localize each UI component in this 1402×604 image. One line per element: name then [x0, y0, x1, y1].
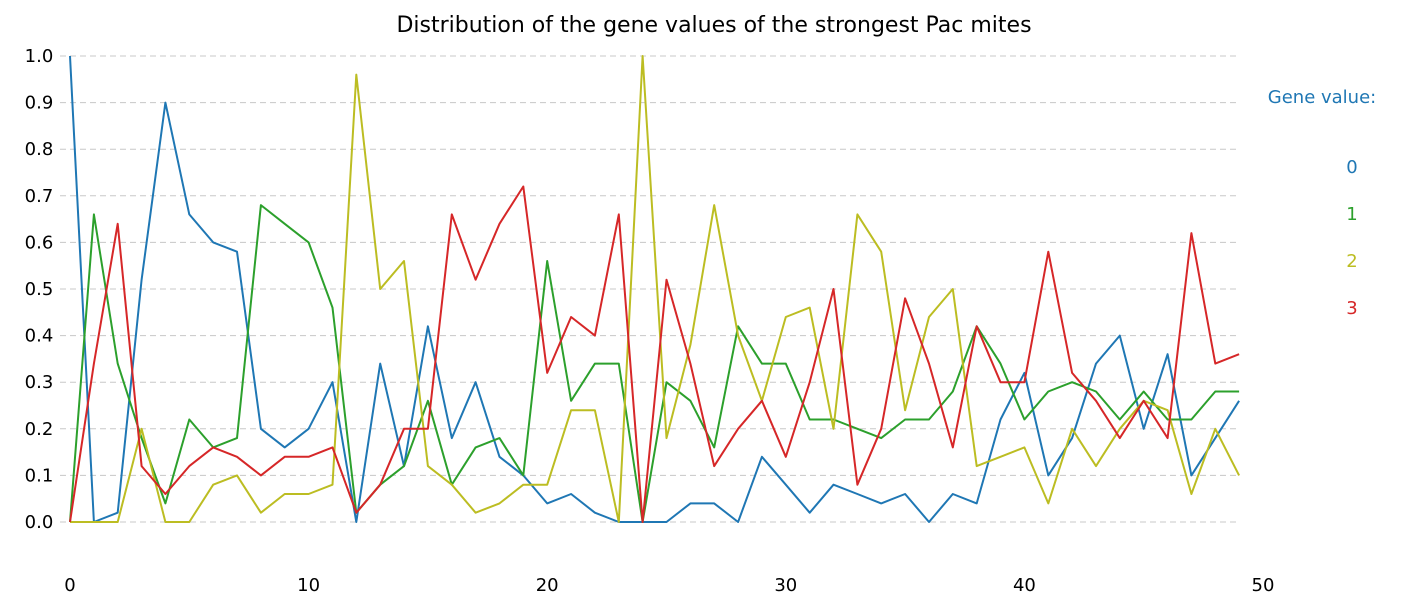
y-tick-label: 1.0 [25, 46, 54, 67]
y-tick-label: 0.9 [25, 93, 54, 114]
legend-entry-3: 3 [1346, 298, 1357, 319]
x-tick-label: 20 [536, 575, 559, 596]
x-tick-label: 40 [1013, 575, 1036, 596]
legend-entry-1: 1 [1346, 204, 1357, 225]
chart-title: Distribution of the gene values of the s… [396, 13, 1031, 38]
series-lines [69, 55, 1240, 523]
x-axis-ticks: 0 10 20 30 40 50 [64, 575, 1274, 596]
series-line-gene-1 [69, 204, 1240, 523]
y-tick-label: 0.1 [25, 465, 54, 486]
y-axis-ticks: 0.0 0.1 0.2 0.3 0.4 0.5 0.6 0.7 0.8 0.9 1.0 [25, 46, 54, 533]
series-line-gene-0 [69, 55, 1240, 523]
y-tick-label: 0.5 [25, 279, 54, 300]
legend-entry-0: 0 [1346, 157, 1357, 178]
gridlines [60, 55, 1240, 523]
x-tick-label: 10 [297, 575, 320, 596]
legend: Gene value: 0 1 2 3 [1268, 87, 1376, 319]
series-line-gene-2 [70, 55, 1240, 523]
legend-title: Gene value: [1268, 87, 1376, 108]
x-tick-label: 30 [774, 575, 797, 596]
y-tick-label: 0.3 [25, 372, 54, 393]
x-tick-label: 0 [64, 575, 75, 596]
x-tick-label: 50 [1252, 575, 1275, 596]
y-tick-label: 0.0 [25, 512, 54, 533]
y-tick-label: 0.8 [25, 139, 54, 160]
legend-entry-2: 2 [1346, 251, 1357, 272]
series-line-gene-3 [69, 185, 1240, 523]
y-tick-label: 0.4 [25, 326, 54, 347]
y-tick-label: 0.7 [25, 186, 54, 207]
y-tick-label: 0.6 [25, 232, 54, 253]
y-tick-label: 0.2 [25, 419, 54, 440]
